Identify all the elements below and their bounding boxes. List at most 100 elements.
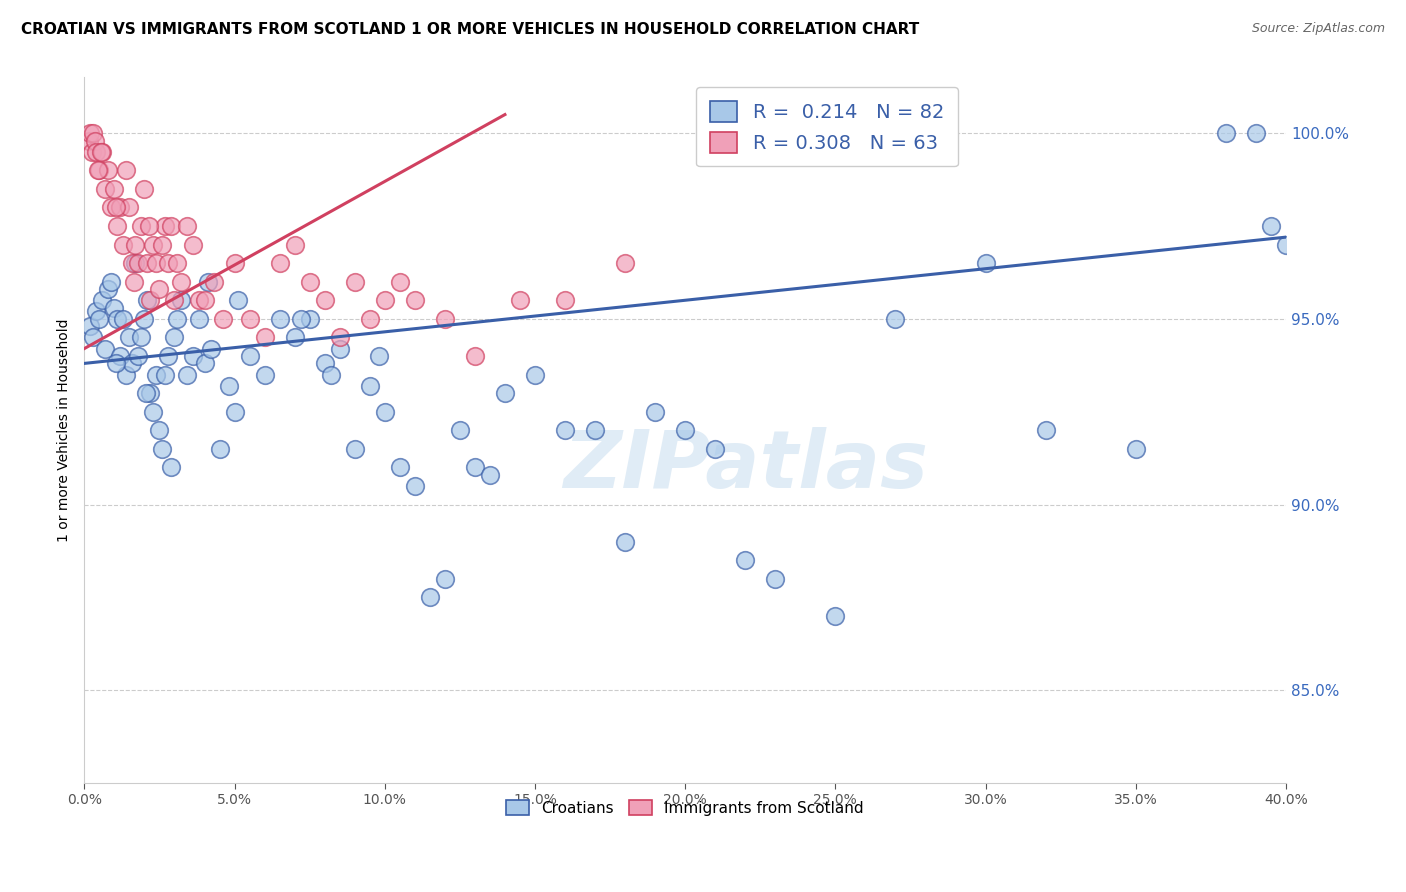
Point	[142, 405, 165, 419]
Point	[478, 467, 501, 482]
Point	[118, 201, 141, 215]
Point	[284, 237, 307, 252]
Point	[122, 275, 145, 289]
Point	[554, 423, 576, 437]
Point	[1125, 442, 1147, 456]
Point	[208, 442, 231, 456]
Point	[100, 201, 122, 215]
Point	[131, 330, 153, 344]
Point	[121, 356, 143, 370]
Point	[583, 423, 606, 437]
Point	[319, 368, 342, 382]
Point	[155, 368, 177, 382]
Point	[166, 311, 188, 326]
Point	[104, 201, 127, 215]
Point	[1035, 423, 1057, 437]
Point	[404, 293, 426, 308]
Point	[157, 349, 180, 363]
Point	[160, 219, 183, 233]
Point	[176, 219, 198, 233]
Point	[91, 145, 114, 159]
Point	[127, 349, 149, 363]
Point	[176, 368, 198, 382]
Point	[298, 311, 321, 326]
Point	[181, 237, 204, 252]
Point	[314, 293, 336, 308]
Point	[419, 591, 441, 605]
Point	[734, 553, 756, 567]
Point	[298, 275, 321, 289]
Point	[494, 386, 516, 401]
Point	[284, 330, 307, 344]
Point	[614, 256, 637, 270]
Point	[110, 201, 132, 215]
Point	[314, 356, 336, 370]
Point	[374, 293, 396, 308]
Point	[187, 293, 209, 308]
Point	[253, 368, 276, 382]
Point	[112, 237, 135, 252]
Point	[103, 182, 125, 196]
Point	[200, 342, 222, 356]
Point	[127, 256, 149, 270]
Point	[224, 405, 246, 419]
Point	[134, 182, 156, 196]
Legend: Croatians, Immigrants from Scotland: Croatians, Immigrants from Scotland	[498, 790, 873, 825]
Point	[433, 311, 456, 326]
Point	[80, 145, 103, 159]
Point	[464, 349, 486, 363]
Point	[224, 256, 246, 270]
Point	[1260, 219, 1282, 233]
Text: CROATIAN VS IMMIGRANTS FROM SCOTLAND 1 OR MORE VEHICLES IN HOUSEHOLD CORRELATION: CROATIAN VS IMMIGRANTS FROM SCOTLAND 1 O…	[21, 22, 920, 37]
Point	[145, 368, 167, 382]
Point	[290, 311, 312, 326]
Point	[163, 330, 186, 344]
Point	[269, 256, 291, 270]
Point	[135, 386, 157, 401]
Point	[103, 301, 125, 315]
Point	[148, 423, 170, 437]
Point	[449, 423, 471, 437]
Point	[139, 293, 162, 308]
Point	[343, 275, 366, 289]
Point	[554, 293, 576, 308]
Point	[107, 219, 129, 233]
Point	[142, 237, 165, 252]
Point	[145, 256, 167, 270]
Point	[329, 330, 352, 344]
Point	[91, 293, 114, 308]
Point	[157, 256, 180, 270]
Point	[523, 368, 546, 382]
Point	[112, 311, 135, 326]
Point	[139, 386, 162, 401]
Text: ZIPatlas: ZIPatlas	[562, 426, 928, 505]
Point	[97, 282, 120, 296]
Point	[82, 126, 104, 140]
Point	[181, 349, 204, 363]
Point	[94, 342, 117, 356]
Point	[169, 275, 191, 289]
Point	[124, 237, 146, 252]
Point	[86, 145, 108, 159]
Point	[124, 256, 146, 270]
Point	[89, 311, 111, 326]
Point	[1215, 126, 1237, 140]
Point	[193, 356, 215, 370]
Point	[77, 134, 100, 148]
Point	[138, 219, 160, 233]
Point	[253, 330, 276, 344]
Point	[100, 275, 122, 289]
Point	[824, 608, 846, 623]
Point	[136, 293, 159, 308]
Point	[86, 304, 108, 318]
Point	[211, 311, 233, 326]
Point	[269, 311, 291, 326]
Point	[83, 134, 105, 148]
Point	[673, 423, 696, 437]
Point	[136, 256, 159, 270]
Point	[404, 479, 426, 493]
Point	[131, 219, 153, 233]
Point	[134, 311, 156, 326]
Point	[644, 405, 666, 419]
Point	[464, 460, 486, 475]
